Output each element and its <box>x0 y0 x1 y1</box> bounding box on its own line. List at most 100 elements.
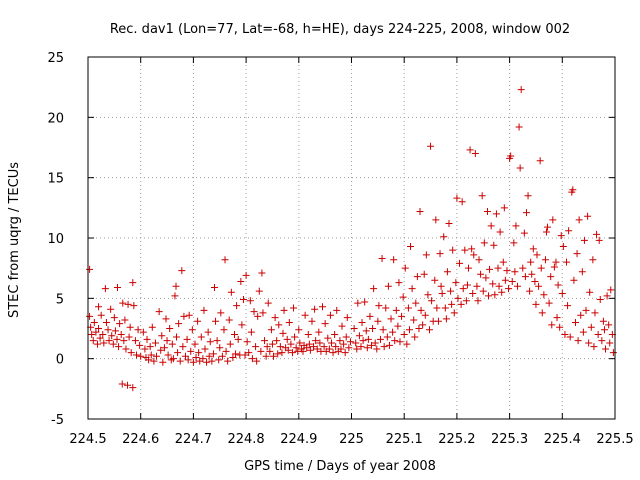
data-point <box>313 345 321 353</box>
data-point <box>412 299 420 307</box>
data-point <box>175 320 183 328</box>
data-point <box>382 304 390 312</box>
data-point <box>574 337 582 345</box>
data-point <box>151 339 159 347</box>
data-point <box>391 337 399 345</box>
data-point <box>158 332 166 340</box>
data-point <box>485 292 493 300</box>
data-point <box>287 340 295 348</box>
data-point <box>520 229 528 237</box>
data-point <box>462 297 470 305</box>
data-point <box>595 236 603 244</box>
data-point <box>447 287 455 295</box>
data-point <box>259 309 267 317</box>
data-point <box>553 314 561 322</box>
data-point <box>594 331 602 339</box>
data-point <box>110 314 118 322</box>
data-point <box>248 355 256 363</box>
data-point <box>276 343 284 351</box>
data-point <box>379 326 387 334</box>
x-tick-label: 224.6 <box>122 432 159 447</box>
data-point <box>231 331 239 339</box>
data-point <box>341 349 349 357</box>
data-point <box>570 276 578 284</box>
data-point <box>95 325 103 332</box>
data-point <box>603 292 611 300</box>
data-point <box>571 318 579 326</box>
data-point <box>254 312 262 320</box>
data-point <box>456 259 464 267</box>
data-point <box>102 318 110 326</box>
data-point <box>547 273 555 281</box>
data-point <box>338 322 346 330</box>
data-point <box>255 287 263 295</box>
data-point <box>510 239 518 247</box>
data-point <box>541 256 549 264</box>
data-point <box>431 276 439 284</box>
data-point <box>569 186 577 194</box>
data-point <box>438 290 446 298</box>
data-point <box>598 337 606 345</box>
x-tick-label: 224.9 <box>280 432 317 447</box>
data-point <box>527 258 535 266</box>
data-point <box>363 344 371 352</box>
data-point <box>288 349 296 357</box>
data-point <box>575 216 583 224</box>
data-point <box>268 340 276 348</box>
data-point <box>92 328 100 336</box>
data-point <box>489 280 497 288</box>
data-point <box>224 357 232 365</box>
data-point <box>225 316 233 324</box>
data-point <box>544 223 552 231</box>
data-point <box>378 255 386 263</box>
data-points <box>86 86 617 392</box>
grid <box>88 57 615 419</box>
data-point <box>490 241 498 249</box>
data-point <box>173 333 181 341</box>
data-point <box>398 312 406 320</box>
data-point <box>246 297 254 305</box>
data-point <box>319 303 327 311</box>
data-point <box>371 339 379 347</box>
data-point <box>395 279 403 287</box>
data-point <box>507 152 515 160</box>
data-point <box>512 222 520 230</box>
data-point <box>258 269 266 277</box>
data-point <box>221 256 229 264</box>
data-point <box>420 270 428 278</box>
data-point <box>524 192 532 200</box>
data-point <box>486 265 494 273</box>
data-point <box>521 273 529 281</box>
data-point <box>124 381 132 389</box>
data-point <box>109 340 117 348</box>
data-point <box>459 285 467 293</box>
data-point <box>273 337 281 345</box>
data-point <box>373 345 381 353</box>
data-point <box>536 157 544 165</box>
data-point <box>270 352 278 360</box>
data-point <box>491 291 499 299</box>
data-point <box>368 341 376 349</box>
data-point <box>195 349 203 357</box>
data-point <box>176 357 184 365</box>
data-point <box>463 281 471 289</box>
data-point <box>233 302 241 310</box>
data-point <box>141 345 149 353</box>
data-point <box>471 150 479 158</box>
data-point <box>100 339 108 347</box>
data-point <box>90 318 98 326</box>
data-point <box>558 290 566 298</box>
data-point <box>295 326 303 334</box>
data-point <box>396 338 404 346</box>
data-point <box>503 267 511 275</box>
data-point <box>357 343 365 351</box>
data-point <box>609 349 617 357</box>
data-point <box>145 356 153 364</box>
data-point <box>253 357 261 365</box>
data-point <box>437 282 445 290</box>
data-point <box>209 350 217 358</box>
data-point <box>188 326 196 334</box>
data-point <box>301 311 309 319</box>
data-point <box>453 194 461 202</box>
